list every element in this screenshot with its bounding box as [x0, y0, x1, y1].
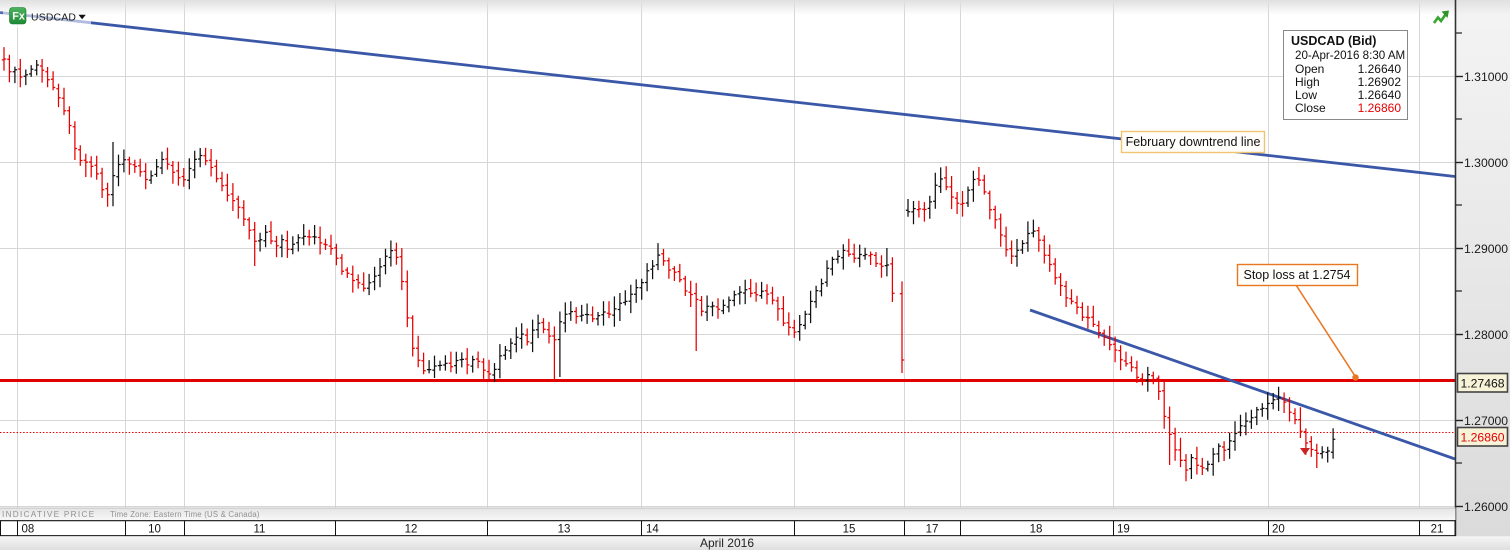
svg-text:USDCAD: USDCAD — [31, 13, 76, 24]
svg-text:February downtrend line: February downtrend line — [1126, 135, 1261, 149]
svg-text:18: 18 — [1030, 523, 1043, 535]
svg-text:1.26860: 1.26860 — [1358, 101, 1402, 115]
svg-text:Open: Open — [1295, 62, 1324, 76]
svg-text:1.26860: 1.26860 — [1460, 430, 1504, 444]
svg-text:20: 20 — [1272, 523, 1285, 535]
svg-text:High: High — [1295, 75, 1320, 89]
svg-text:12: 12 — [405, 523, 418, 535]
svg-text:21: 21 — [1431, 523, 1444, 535]
svg-text:1.29000: 1.29000 — [1464, 242, 1508, 256]
svg-text:Low: Low — [1295, 88, 1317, 102]
svg-text:13: 13 — [558, 523, 571, 535]
svg-text:1.26902: 1.26902 — [1358, 75, 1402, 89]
svg-text:10: 10 — [148, 523, 161, 535]
svg-text:INDICATIVE PRICE: INDICATIVE PRICE — [2, 510, 95, 519]
svg-text:1.27468: 1.27468 — [1460, 376, 1504, 390]
svg-text:1.28000: 1.28000 — [1464, 328, 1508, 342]
svg-text:11: 11 — [254, 523, 266, 535]
svg-text:1.27000: 1.27000 — [1464, 414, 1508, 428]
svg-text:19: 19 — [1117, 523, 1130, 535]
svg-text:1.26640: 1.26640 — [1358, 88, 1402, 102]
svg-text:April 2016: April 2016 — [700, 536, 754, 550]
svg-text:Time Zone: Eastern Time (US &: Time Zone: Eastern Time (US & Canada) — [110, 510, 260, 519]
svg-text:17: 17 — [926, 523, 939, 535]
svg-text:20-Apr-2016 8:30 AM: 20-Apr-2016 8:30 AM — [1295, 49, 1405, 62]
svg-text:Fx: Fx — [12, 11, 25, 23]
svg-text:1.30000: 1.30000 — [1464, 156, 1508, 170]
svg-text:1.31000: 1.31000 — [1464, 70, 1508, 84]
svg-text:1.26000: 1.26000 — [1464, 500, 1508, 514]
svg-text:14: 14 — [646, 523, 659, 535]
svg-text:Close: Close — [1295, 101, 1326, 115]
svg-text:08: 08 — [22, 523, 35, 535]
svg-text:1.26640: 1.26640 — [1358, 62, 1402, 76]
svg-text:15: 15 — [843, 523, 856, 535]
svg-text:Stop loss at 1.2754: Stop loss at 1.2754 — [1243, 268, 1350, 282]
svg-text:USDCAD (Bid): USDCAD (Bid) — [1291, 34, 1376, 48]
